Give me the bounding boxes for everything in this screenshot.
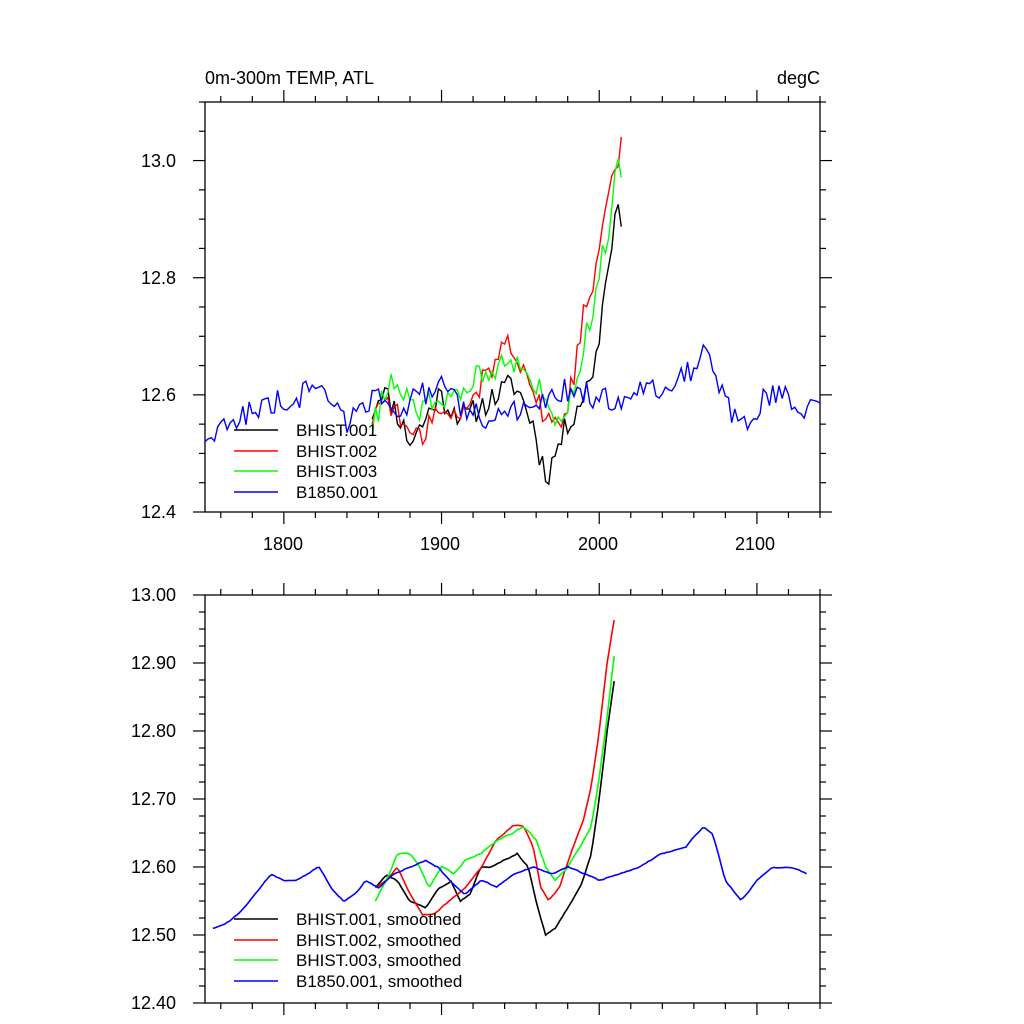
bottom-ytick-label-13-00: 13.00: [131, 585, 176, 605]
legend-label-bhist-001: BHIST.001: [296, 421, 377, 440]
series-line-bhist-001: [371, 204, 622, 486]
top-xtick-label-2000: 2000: [578, 534, 618, 554]
top-xtick-label-1900: 1900: [420, 534, 460, 554]
series-line-b1850-001-smoothed: [212, 827, 808, 930]
legend-label-b1850-001-smoothed: B1850.001, smoothed: [296, 972, 462, 991]
bottom-panel: 12.40 12.50 12.60 12.70 12.80 12.90 13.0…: [131, 583, 832, 1015]
bottom-ytick-label-12-90: 12.90: [131, 653, 176, 673]
series-line-bhist-003: [371, 158, 622, 437]
top-legend: BHIST.001 BHIST.002 BHIST.003 B1850.001: [234, 421, 378, 502]
legend-label-bhist-001-smoothed: BHIST.001, smoothed: [296, 910, 461, 929]
top-xtick-label-1800: 1800: [263, 534, 303, 554]
top-units-label: degC: [777, 68, 820, 88]
legend-label-b1850-001: B1850.001: [296, 483, 378, 502]
bottom-ytick-label-12-60: 12.60: [131, 857, 176, 877]
top-axis-ticks: [193, 90, 832, 524]
legend-label-bhist-002: BHIST.002: [296, 442, 377, 461]
series-line-bhist-002: [371, 136, 622, 447]
top-ytick-label-13-0: 13.0: [141, 151, 176, 171]
legend-label-bhist-003: BHIST.003: [296, 462, 377, 481]
bottom-ytick-label-12-70: 12.70: [131, 789, 176, 809]
bottom-ytick-label-12-50: 12.50: [131, 925, 176, 945]
top-panel: 0m-300m TEMP, ATL degC 1800 1900 2000 21…: [141, 68, 832, 554]
top-title: 0m-300m TEMP, ATL: [205, 68, 374, 88]
bottom-series-group: [212, 619, 808, 937]
top-ytick-label-12-6: 12.6: [141, 385, 176, 405]
bottom-ytick-label-12-80: 12.80: [131, 721, 176, 741]
bottom-ytick-label-12-40: 12.40: [131, 993, 176, 1013]
series-line-bhist-003-smoothed: [374, 655, 615, 902]
series-line-b1850-001: [204, 343, 821, 443]
top-ytick-label-12-8: 12.8: [141, 268, 176, 288]
legend-label-bhist-002-smoothed: BHIST.002, smoothed: [296, 931, 461, 950]
bottom-legend: BHIST.001, smoothed BHIST.002, smoothed …: [234, 910, 462, 991]
top-xtick-label-2100: 2100: [735, 534, 775, 554]
top-series-group: [204, 136, 821, 486]
legend-label-bhist-003-smoothed: BHIST.003, smoothed: [296, 951, 461, 970]
bottom-axis-ticks: [193, 583, 832, 1015]
top-ytick-label-12-4: 12.4: [141, 502, 176, 522]
